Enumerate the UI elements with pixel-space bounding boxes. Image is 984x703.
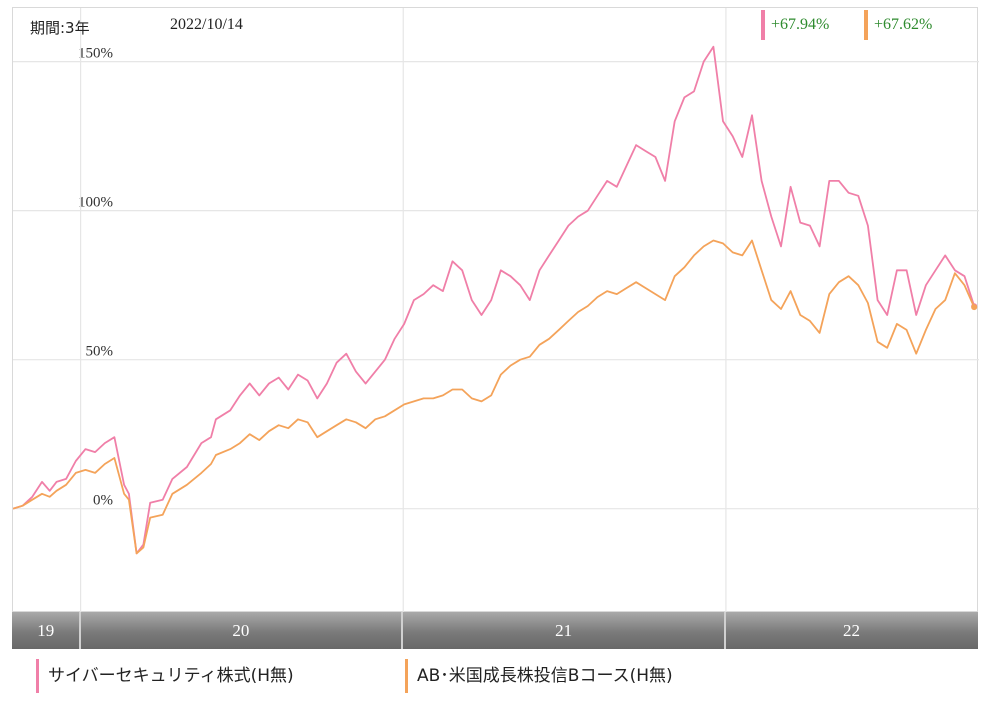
year-label-20: 20 — [232, 621, 250, 640]
series-2-color-bar — [864, 10, 868, 40]
return-value-2: +67.62% — [874, 16, 933, 33]
year-divider-3 — [723, 612, 726, 649]
year-divider-2 — [401, 612, 404, 649]
y-tick-label-1: 50% — [86, 344, 114, 360]
legend-label-1: サイバーセキュリティ株式(H無) — [48, 666, 294, 686]
return-series-1: +67.94% — [761, 10, 829, 40]
series-line-1 — [13, 45, 976, 555]
y-tick-label-2: 100% — [78, 195, 113, 211]
y-tick-label-3: 150% — [78, 46, 113, 62]
return-value-1: +67.94% — [771, 16, 830, 33]
year-label-22: 22 — [842, 621, 860, 640]
series-1-color-bar — [761, 10, 765, 40]
series-endpoint-2 — [971, 304, 978, 311]
legend-2-color-bar — [405, 659, 408, 693]
year-divider-1 — [78, 612, 81, 649]
chart-area: 0% 50% 100% 150% — [12, 7, 979, 613]
legend-label-2: AB･米国成長株投信Bコース(H無) — [417, 666, 673, 686]
return-series-2: +67.62% — [864, 10, 932, 40]
year-axis-bar: 19 20 21 22 — [12, 612, 978, 649]
year-label-19: 19 — [37, 621, 55, 640]
period-label: 期間:3年 — [30, 19, 90, 37]
y-tick-label-0: 0% — [93, 493, 113, 509]
date-label: 2022/10/14 — [170, 16, 243, 33]
series-line-2 — [13, 239, 976, 555]
legend-item-2[interactable]: AB･米国成長株投信Bコース(H無) — [405, 656, 673, 696]
legend-item-1[interactable]: サイバーセキュリティ株式(H無) — [36, 656, 294, 696]
year-label-21: 21 — [555, 621, 573, 640]
line-chart: 0% 50% 100% 150% — [13, 8, 979, 613]
legend-1-color-bar — [36, 659, 39, 693]
